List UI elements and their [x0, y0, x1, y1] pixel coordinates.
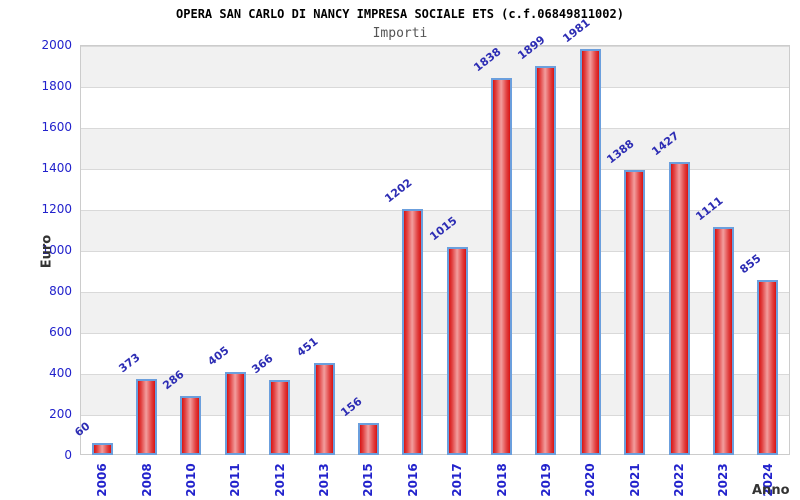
y-tick-label: 600	[49, 325, 72, 339]
bar-2008	[136, 378, 158, 455]
x-tick-label: 2012	[272, 463, 287, 497]
x-axis-label: Anno	[752, 483, 790, 498]
bar-2021	[624, 170, 646, 455]
x-tick-label: 2020	[583, 463, 598, 497]
bar-2024	[757, 279, 779, 455]
bar-2018	[491, 78, 513, 455]
x-tick-label: 2008	[139, 463, 154, 497]
bar-2016	[402, 208, 424, 455]
y-tick-label: 2000	[41, 38, 72, 52]
chart-subtitle: Importi	[372, 26, 428, 41]
x-tick-label: 2017	[450, 463, 465, 497]
bar-2022	[668, 162, 690, 455]
x-tick-label: 2010	[183, 463, 198, 497]
bar-2019	[535, 65, 557, 455]
chart-title: OPERA SAN CARLO DI NANCY IMPRESA SOCIALE…	[176, 7, 624, 21]
bar-2017	[446, 246, 468, 455]
bar-2012	[269, 379, 291, 455]
y-tick-label: 1400	[41, 161, 72, 175]
x-tick-label: 2006	[95, 463, 110, 497]
x-tick-label: 2016	[405, 463, 420, 497]
bar-2006	[91, 442, 113, 455]
bar-2013	[313, 362, 335, 455]
bar-2015	[357, 423, 379, 455]
bar-2020	[579, 48, 601, 455]
x-tick-label: 2022	[672, 463, 687, 497]
x-tick-label: 2015	[361, 463, 376, 497]
y-tick-label: 1600	[41, 120, 72, 134]
x-tick-label: 2011	[228, 463, 243, 497]
y-tick-label: 0	[64, 448, 72, 462]
x-tick-label: 2019	[538, 463, 553, 497]
x-tick-label: 2021	[627, 463, 642, 497]
y-tick-label: 1800	[41, 79, 72, 93]
y-tick-label: 1200	[41, 202, 72, 216]
x-tick-label: 2018	[494, 463, 509, 497]
bar-2011	[224, 371, 246, 455]
x-tick-label: 2023	[716, 463, 731, 497]
y-tick-label: 800	[49, 284, 72, 298]
bar-2010	[180, 396, 202, 455]
x-tick-label: 2013	[317, 463, 332, 497]
y-tick-label: 200	[49, 407, 72, 421]
y-axis-label: Euro	[39, 234, 55, 269]
bar-2023	[712, 227, 734, 455]
y-tick-label: 1000	[41, 243, 72, 257]
y-tick-label: 400	[49, 366, 72, 380]
